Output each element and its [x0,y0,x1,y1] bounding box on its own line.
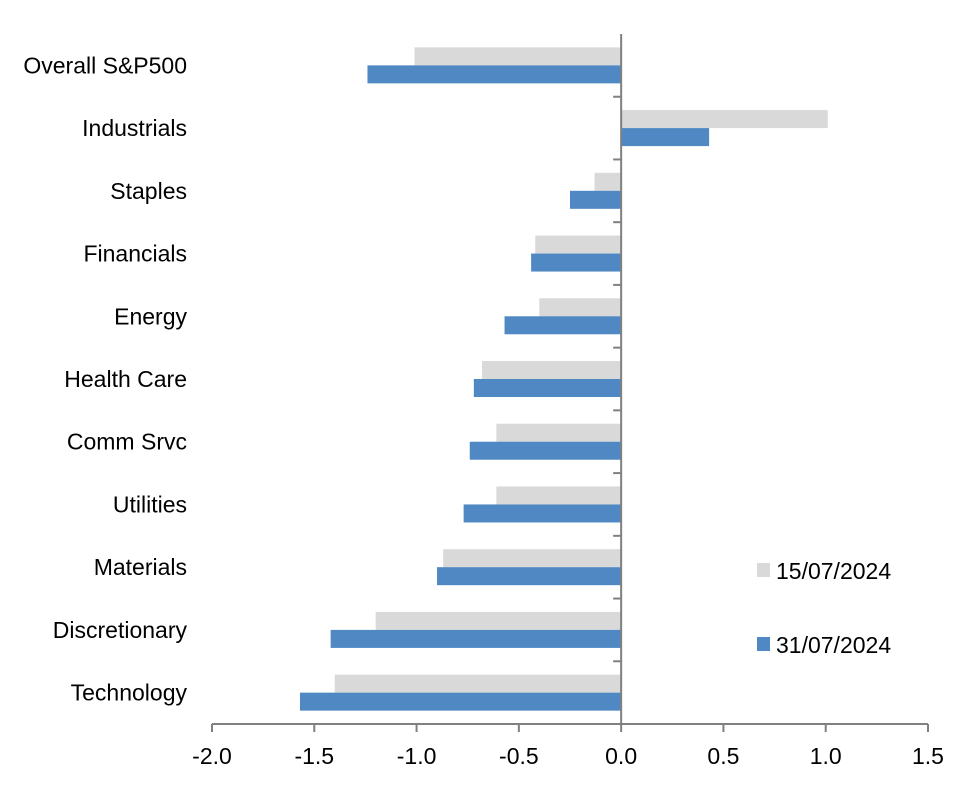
category-label: Overall S&P500 [23,52,187,78]
bar-15-07 [535,235,622,254]
x-tick-label: -2.0 [192,743,232,769]
x-tick-label: 0.5 [707,743,739,769]
bar-31-07 [469,441,622,460]
legend-label: 31/07/2024 [776,632,891,658]
x-tick-label: -0.5 [499,743,539,769]
bar-15-07 [375,611,622,630]
category-label: Financials [83,241,187,267]
legend-swatch [757,563,770,577]
legend-label: 15/07/2024 [776,558,891,584]
bar-31-07 [437,567,622,586]
x-tick-label: 1.5 [912,743,944,769]
category-label: Technology [71,680,188,706]
category-label: Health Care [64,366,187,392]
bar-15-07 [539,298,622,317]
bar-31-07 [299,692,622,711]
category-label: Discretionary [53,617,188,643]
category-label: Energy [114,303,187,329]
bar-15-07 [334,674,622,693]
bar-15-07 [496,423,622,442]
x-tick-label: -1.0 [397,743,437,769]
bar-31-07 [570,190,622,209]
bar-15-07 [496,486,622,505]
x-tick-label: 0.0 [605,743,637,769]
category-label: Comm Srvc [67,429,187,455]
category-label: Staples [110,178,187,204]
bar-15-07 [482,361,622,379]
category-label: Industrials [82,115,187,141]
category-label: Materials [94,554,187,580]
bar-31-07 [367,65,622,84]
bar-15-07 [621,110,828,129]
bar-31-07 [531,253,622,272]
bar-15-07 [414,47,622,66]
bar-31-07 [621,128,710,147]
category-label: Utilities [113,491,187,517]
x-tick-label: 1.0 [810,743,842,769]
bar-31-07 [473,379,622,397]
bar-31-07 [504,316,622,335]
legend-swatch [757,637,770,651]
x-tick-label: -1.5 [294,743,334,769]
bar-31-07 [463,504,622,523]
bar-15-07 [443,549,622,568]
bar-31-07 [330,629,622,648]
bar-15-07 [594,172,622,191]
